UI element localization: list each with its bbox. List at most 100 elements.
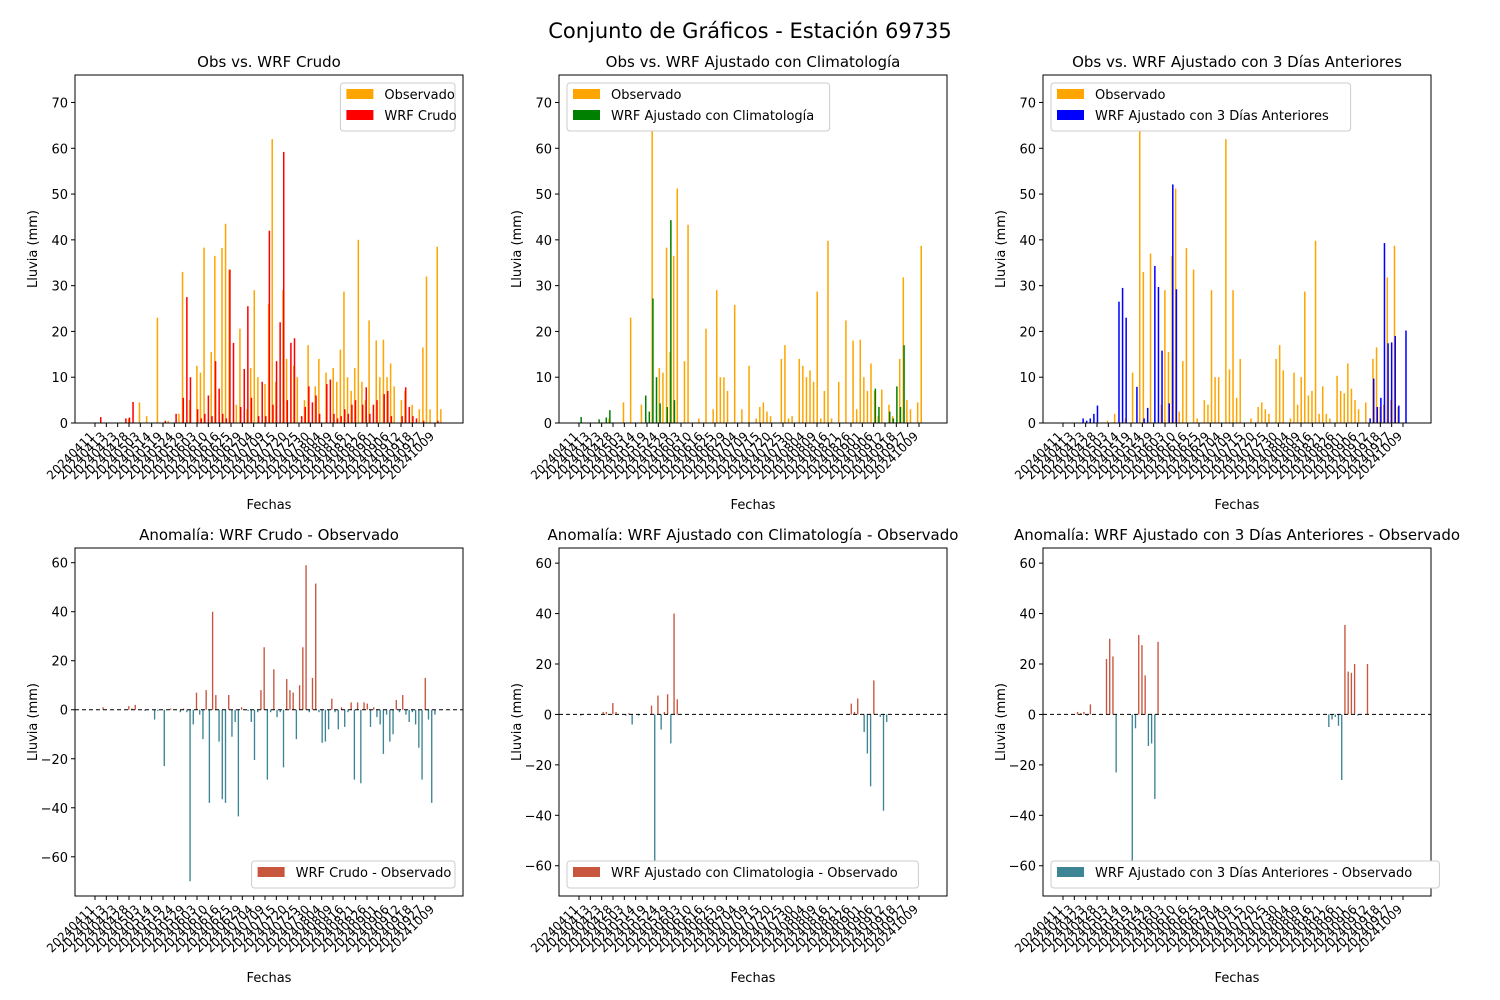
bar xyxy=(830,418,833,423)
bar xyxy=(1318,413,1320,423)
bar xyxy=(1109,638,1111,715)
bar xyxy=(208,709,211,803)
bar xyxy=(920,245,922,423)
y-tick-label: 0 xyxy=(60,704,68,719)
legend-label: WRF Ajustado con 3 Días Anteriores - Obs… xyxy=(1095,866,1412,881)
bar xyxy=(852,340,854,423)
bar xyxy=(1196,418,1198,423)
bar xyxy=(651,102,653,423)
bar xyxy=(196,365,198,423)
bar xyxy=(1282,370,1285,423)
bar xyxy=(412,416,414,423)
bar xyxy=(612,703,614,715)
bar xyxy=(275,361,278,423)
y-tick-label: 50 xyxy=(1019,188,1036,203)
bar xyxy=(888,411,891,423)
bar xyxy=(440,409,442,423)
y-tick-label: 10 xyxy=(1019,371,1036,386)
y-tick-label: 20 xyxy=(51,325,68,340)
bar xyxy=(579,714,582,716)
bar xyxy=(269,709,272,713)
bar xyxy=(325,372,327,423)
bar xyxy=(1089,704,1092,715)
bar xyxy=(1115,714,1117,773)
bar xyxy=(1260,402,1263,423)
bar xyxy=(360,709,362,784)
bar xyxy=(1178,411,1180,423)
y-tick-label: −20 xyxy=(41,753,68,768)
chart-panel-6: Anomalía: WRF Ajustado con 3 Días Anteri… xyxy=(994,526,1460,986)
bar xyxy=(1350,388,1353,423)
bar xyxy=(239,406,242,423)
bar xyxy=(637,714,640,716)
axes-frame xyxy=(1042,74,1432,424)
bar xyxy=(415,418,418,423)
bar xyxy=(1343,393,1346,423)
bar xyxy=(395,699,397,710)
bar xyxy=(1239,358,1241,423)
bar xyxy=(257,377,259,423)
y-axis-label: Lluvia (mm) xyxy=(26,683,41,761)
bar xyxy=(1139,107,1141,424)
bar xyxy=(1149,253,1152,423)
bar xyxy=(282,151,285,423)
bar xyxy=(273,669,275,710)
chart-title: Anomalía: WRF Ajustado con Climatología … xyxy=(548,526,959,544)
bar xyxy=(820,418,822,423)
bar xyxy=(189,377,192,423)
series-2 xyxy=(100,151,439,423)
bar xyxy=(658,368,661,423)
y-tick-label: −40 xyxy=(41,802,68,817)
bar xyxy=(866,390,869,423)
bar xyxy=(295,709,298,740)
bar xyxy=(157,709,159,711)
bar xyxy=(331,698,333,710)
bar xyxy=(669,352,671,423)
bar xyxy=(1350,672,1353,715)
bar xyxy=(1118,301,1120,423)
bar xyxy=(235,404,238,423)
bar xyxy=(878,406,880,423)
bar xyxy=(353,709,356,780)
bar xyxy=(368,320,370,423)
bar xyxy=(1210,290,1213,423)
bar xyxy=(315,583,317,710)
bar xyxy=(719,377,722,423)
bar xyxy=(1138,635,1140,715)
y-tick-label: 70 xyxy=(1019,96,1036,111)
bar xyxy=(434,709,436,715)
bar xyxy=(673,400,676,423)
bar xyxy=(221,413,224,423)
bar xyxy=(1268,413,1270,423)
bar xyxy=(200,418,202,423)
y-axis-label: Lluvia (mm) xyxy=(994,210,1009,288)
bar xyxy=(1328,714,1330,728)
bar xyxy=(128,706,130,710)
bar xyxy=(425,276,428,423)
y-tick-label: 20 xyxy=(535,658,552,673)
bar xyxy=(1353,664,1356,715)
bar xyxy=(629,317,632,423)
x-axis-label: Fechas xyxy=(1215,498,1260,513)
bar xyxy=(1357,714,1359,716)
bar xyxy=(289,690,291,710)
bar xyxy=(1347,363,1349,423)
bar xyxy=(340,416,342,423)
bar xyxy=(311,402,314,423)
bar xyxy=(1329,418,1331,423)
bar xyxy=(1296,404,1299,423)
bar xyxy=(243,368,246,423)
legend-swatch xyxy=(346,89,374,99)
bar xyxy=(879,714,881,717)
y-tick-label: 30 xyxy=(51,280,68,295)
y-tick-label: 20 xyxy=(1019,658,1036,673)
bar xyxy=(340,707,343,710)
bar xyxy=(179,709,182,713)
y-tick-label: 30 xyxy=(535,280,552,295)
bar xyxy=(644,395,647,423)
bar xyxy=(1106,420,1109,423)
bar xyxy=(615,711,617,715)
bar xyxy=(344,709,346,727)
series-1 xyxy=(1076,624,1369,881)
bar xyxy=(369,413,371,423)
